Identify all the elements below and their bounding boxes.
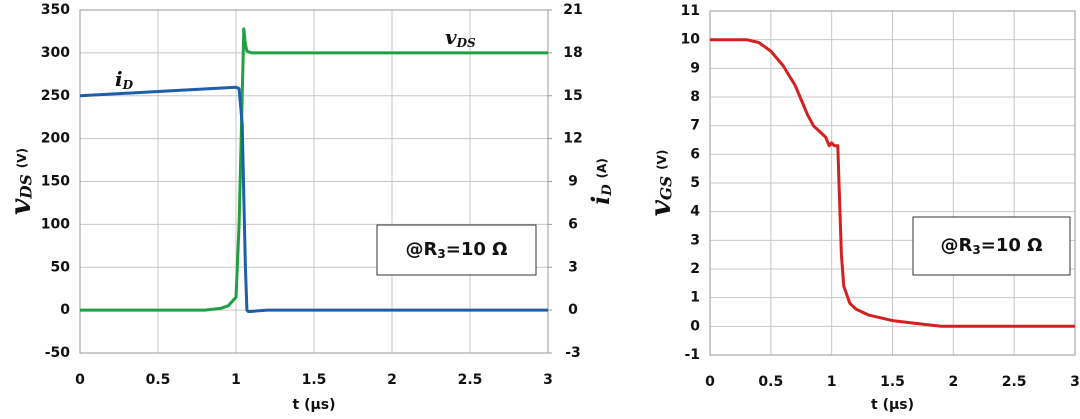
series-line <box>79 85 548 314</box>
x-tick-label: 2 <box>387 372 397 388</box>
y-tick-label: 100 <box>41 216 70 232</box>
y2-tick-label: 21 <box>563 2 582 18</box>
unit: (V) <box>15 148 29 168</box>
y2-tick-label: -3 <box>565 345 581 361</box>
y2-axis-label-text: iD (A) <box>586 158 615 205</box>
subscript: DS <box>18 174 36 199</box>
y2-tick-label: 6 <box>568 216 578 232</box>
x-tick-label: 2.5 <box>458 372 483 388</box>
series-line <box>710 38 1075 328</box>
y2-tick-label: 18 <box>563 45 582 61</box>
y-tick-label: 300 <box>41 45 70 61</box>
x-tick-label: 3 <box>1070 374 1080 390</box>
x-axis-label: t (µs) <box>293 397 336 413</box>
x-tick-label: 2 <box>948 374 958 390</box>
annotation-suffix: =10 Ω <box>981 235 1043 256</box>
y-tick-label: 0 <box>60 302 70 318</box>
y-tick-label: -50 <box>45 345 71 361</box>
y-axis-label: vGS (V) <box>644 150 677 217</box>
x-tick-label: 3 <box>543 372 553 388</box>
x-tick-label: 0 <box>75 372 85 388</box>
y-tick-label: 0 <box>690 318 700 334</box>
unit: (A) <box>595 158 609 178</box>
plot-frame <box>79 9 549 354</box>
unit: (V) <box>655 150 669 170</box>
x-tick-label: 1 <box>827 374 837 390</box>
series-label: vDS <box>445 25 476 50</box>
y-tick-label: 3 <box>690 232 700 248</box>
y-tick-label: -1 <box>684 347 700 363</box>
y-tick-label: 350 <box>41 2 70 18</box>
x-tick-label: 1 <box>231 372 241 388</box>
y2-tick-label: 9 <box>568 174 578 190</box>
y-tick-label: 6 <box>690 146 700 162</box>
x-tick-label: 1.5 <box>880 374 905 390</box>
annotation-text: @R <box>406 239 438 260</box>
x-tick-label: 0.5 <box>146 372 171 388</box>
y-tick-label: 8 <box>690 89 700 105</box>
y-tick-label: 7 <box>690 118 700 134</box>
x-axis-label: t (µs) <box>871 397 914 413</box>
subscript: GS <box>658 176 676 200</box>
symbol: i <box>115 67 123 91</box>
annotation-text: @R <box>941 235 973 256</box>
y-axis-label-text: vGS (V) <box>644 150 677 217</box>
y-tick-label: 2 <box>690 261 700 277</box>
annotation-subscript: 3 <box>972 243 980 257</box>
subscript: D <box>122 78 134 92</box>
y-tick-label: 5 <box>690 175 700 191</box>
annotation: @R3=10 Ω <box>406 239 508 261</box>
x-tick-label: 2.5 <box>1002 374 1027 390</box>
y-tick-label: 9 <box>690 60 700 76</box>
annotation: @R3=10 Ω <box>941 235 1043 257</box>
y2-tick-label: 12 <box>563 131 582 147</box>
series-line <box>80 27 548 312</box>
plot-frame <box>709 10 1076 356</box>
symbol: v <box>445 25 457 49</box>
annotation-subscript: 3 <box>437 247 445 261</box>
y2-tick-label: 15 <box>563 88 582 104</box>
y-tick-label: 10 <box>681 32 701 48</box>
annotation-box <box>912 216 1071 276</box>
y-tick-label: 4 <box>690 204 700 220</box>
y-tick-label: 150 <box>41 174 70 190</box>
y-tick-label: 1 <box>690 290 700 306</box>
y-axis-label: vDS (V) <box>4 148 37 215</box>
y-tick-label: 200 <box>41 131 70 147</box>
y-tick-label: 50 <box>51 259 71 275</box>
annotation-box <box>376 224 537 276</box>
subscript: D <box>599 184 614 197</box>
y-tick-label: 11 <box>681 3 700 19</box>
y2-tick-label: 3 <box>568 259 578 275</box>
y-axis-label-text: vDS (V) <box>4 148 37 215</box>
y-tick-label: 250 <box>41 88 70 104</box>
x-tick-label: 1.5 <box>302 372 327 388</box>
annotation-suffix: =10 Ω <box>446 239 508 260</box>
x-tick-label: 0.5 <box>758 374 783 390</box>
symbol: v <box>4 198 37 215</box>
subscript: DS <box>456 36 476 50</box>
symbol: i <box>586 196 615 205</box>
symbol: v <box>644 199 677 216</box>
y2-tick-label: 0 <box>568 302 578 318</box>
series-label: iD <box>115 67 134 92</box>
x-tick-label: 0 <box>705 374 715 390</box>
y2-axis-label: iD (A) <box>586 158 615 205</box>
